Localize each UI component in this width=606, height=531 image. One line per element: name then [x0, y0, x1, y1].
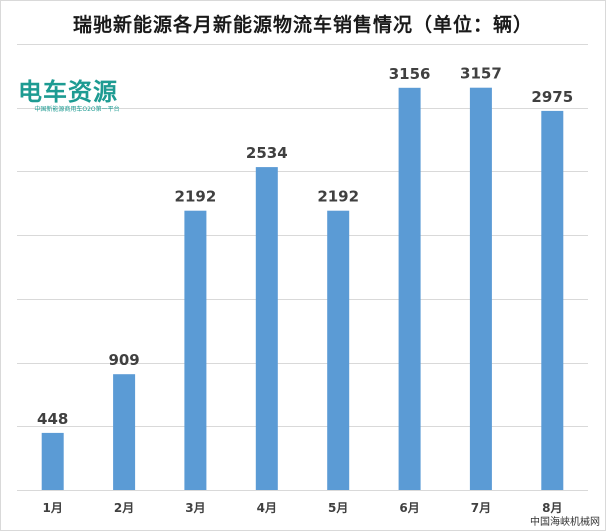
- bar-1: [41, 432, 64, 490]
- data-label-3: 2192: [175, 188, 217, 206]
- logo-tagline: 中国新能源商用车O2O第一平台: [34, 106, 120, 113]
- x-tick-label-6: 6月: [399, 501, 419, 515]
- data-label-6: 3156: [389, 65, 431, 83]
- logo: 电车资源 中国新能源商用车O2O第一平台: [18, 72, 136, 116]
- bar-6: [398, 87, 421, 491]
- data-label-2: 909: [108, 351, 139, 369]
- x-tick-label-2: 2月: [114, 501, 134, 515]
- x-tick-label-8: 8月: [542, 501, 562, 515]
- data-label-7: 3157: [460, 65, 502, 83]
- data-label-8: 2975: [531, 88, 573, 106]
- x-tick-label-1: 1月: [43, 501, 63, 515]
- watermark: 中国海峡机械网: [530, 517, 600, 528]
- data-label-5: 2192: [317, 188, 359, 206]
- bar-8: [541, 110, 564, 491]
- chart-title: 瑞驰新能源各月新能源物流车销售情况（单位：辆）: [72, 14, 533, 36]
- bar-5: [327, 210, 350, 490]
- x-tick-label-7: 7月: [471, 501, 491, 515]
- data-label-1: 448: [37, 410, 68, 428]
- bar-4: [255, 167, 278, 490]
- x-tick-label-3: 3月: [185, 501, 205, 515]
- bar-7: [469, 87, 492, 490]
- x-tick-label-4: 4月: [257, 501, 277, 515]
- logo-text: 电车资源: [18, 78, 118, 106]
- bar-2: [113, 374, 136, 490]
- x-tick-label-5: 5月: [328, 501, 348, 515]
- bar-3: [184, 210, 207, 490]
- data-label-4: 2534: [246, 144, 288, 162]
